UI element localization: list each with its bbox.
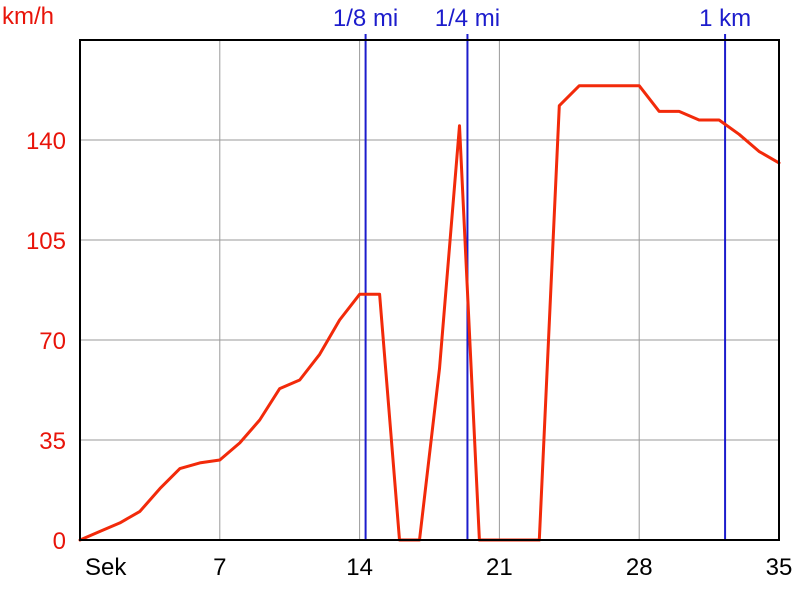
y-tick-label: 35 xyxy=(39,428,66,455)
x-axis-unit-label: Sek xyxy=(85,554,127,581)
distance-marker-label: 1/4 mi xyxy=(435,5,500,32)
y-tick-label: 0 xyxy=(53,528,66,555)
y-tick-label: 140 xyxy=(26,128,66,155)
y-tick-label: 105 xyxy=(26,228,66,255)
x-tick-label: 35 xyxy=(766,554,793,581)
distance-marker-label: 1/8 mi xyxy=(333,5,398,32)
distance-marker-label: 1 km xyxy=(699,5,751,32)
series-layer xyxy=(78,84,781,542)
x-tick-label: 21 xyxy=(486,554,513,581)
x-tick-label: 28 xyxy=(626,554,653,581)
x-tick-label: 7 xyxy=(213,554,226,581)
y-tick-label: 70 xyxy=(39,328,66,355)
axis-labels: km/h Sek 0 35 70 105 140 7 14 21 28 35 xyxy=(2,3,792,581)
x-tick-label: 14 xyxy=(346,554,373,581)
plot-frame xyxy=(79,39,780,541)
y-axis-label: km/h xyxy=(2,3,54,30)
grid-lines xyxy=(80,40,779,540)
speed-series-line xyxy=(78,84,781,542)
